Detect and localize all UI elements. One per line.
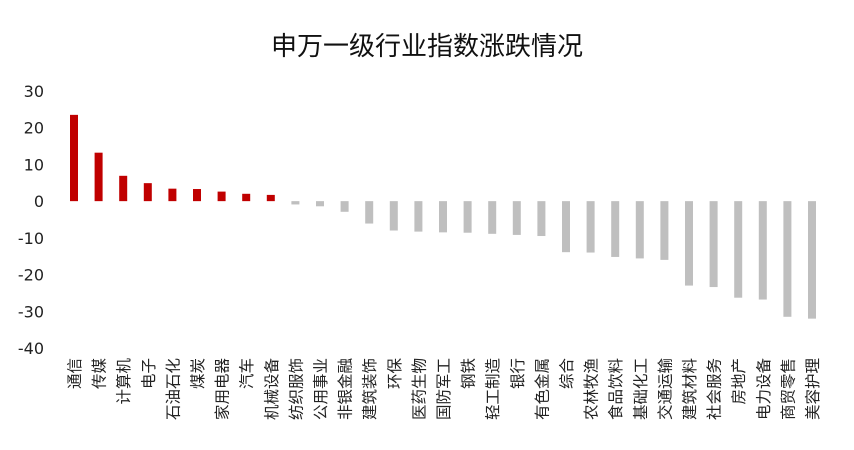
bar-有色金属 xyxy=(537,201,546,237)
bar-公用事业 xyxy=(316,201,324,207)
x-tick-label: 医药生物 xyxy=(410,358,428,420)
x-tick-label: 有色金属 xyxy=(533,358,551,420)
x-axis: 通信 传媒 计算机 电子 石油石化 煤炭 家用电器 汽车 机械设备 纺织服饰 公用事业 非银金融 建筑装… xyxy=(66,358,822,421)
bar-汽车 xyxy=(242,193,251,202)
y-tick-label: -20 xyxy=(18,266,44,285)
x-tick-label: 商贸零售 xyxy=(779,358,797,420)
x-tick-label: 电子 xyxy=(140,358,158,389)
bar-商贸零售 xyxy=(783,201,792,317)
bar-美容护理 xyxy=(808,201,816,319)
bar-房地产 xyxy=(734,201,743,298)
x-tick-label: 环保 xyxy=(386,358,404,390)
bar-石油石化 xyxy=(168,188,177,202)
bar-轻工制造 xyxy=(488,201,497,234)
x-tick-label: 建筑材料 xyxy=(681,358,699,420)
x-tick-label: 公用事业 xyxy=(312,358,330,420)
bar-通信 xyxy=(70,114,78,202)
x-tick-label: 家用电器 xyxy=(214,358,232,421)
y-tick-label: 30 xyxy=(24,82,44,101)
x-tick-label: 食品饮料 xyxy=(607,358,625,420)
bar-机械设备 xyxy=(266,194,275,202)
bar-基础化工 xyxy=(635,201,644,259)
bar-电力设备 xyxy=(758,201,767,300)
x-tick-label: 煤炭 xyxy=(189,358,207,389)
bar-钢铁 xyxy=(463,201,472,233)
y-tick-label: -40 xyxy=(18,339,44,358)
bars xyxy=(70,114,816,319)
x-tick-label: 银行 xyxy=(509,358,527,389)
x-tick-label: 轻工制造 xyxy=(484,358,502,421)
y-axis: 30 20 10 0 -10 -20 -30 -40 xyxy=(18,82,44,358)
bar-电子 xyxy=(143,183,152,202)
y-tick-label: 0 xyxy=(34,192,44,211)
bar-家用电器 xyxy=(217,191,226,202)
x-tick-label: 汽车 xyxy=(238,358,256,389)
bar-传媒 xyxy=(94,152,103,202)
y-tick-label: 20 xyxy=(24,119,44,138)
bar-银行 xyxy=(512,201,521,235)
x-tick-label: 电力设备 xyxy=(755,358,773,421)
x-tick-label: 石油石化 xyxy=(164,358,182,420)
bar-建筑装饰 xyxy=(365,201,374,224)
y-tick-label: 10 xyxy=(24,155,44,174)
y-tick-label: -10 xyxy=(18,229,44,248)
bar-国防军工 xyxy=(439,201,447,233)
x-tick-label: 基础化工 xyxy=(632,358,650,420)
chart-title: 申万一级行业指数涨跌情况 xyxy=(271,32,583,62)
x-tick-label: 钢铁 xyxy=(460,358,478,389)
bar-非银金融 xyxy=(340,201,349,212)
bar-环保 xyxy=(389,201,398,231)
bar-社会服务 xyxy=(709,201,718,288)
x-tick-label: 房地产 xyxy=(730,358,748,405)
bar-纺织服饰 xyxy=(291,201,300,205)
bar-煤炭 xyxy=(193,189,201,202)
x-tick-label: 美容护理 xyxy=(804,358,822,420)
bar-农林牧渔 xyxy=(586,201,595,253)
x-tick-label: 农林牧渔 xyxy=(583,358,601,420)
bar-交通运输 xyxy=(660,201,669,260)
y-tick-label: -30 xyxy=(18,302,44,321)
bar-建筑材料 xyxy=(685,201,693,286)
x-tick-label: 国防军工 xyxy=(435,358,453,420)
x-tick-label: 非银金融 xyxy=(337,358,355,420)
x-tick-label: 社会服务 xyxy=(706,358,724,420)
x-tick-label: 综合 xyxy=(558,358,576,390)
bar-医药生物 xyxy=(414,201,423,232)
x-tick-label: 交通运输 xyxy=(656,358,674,421)
x-tick-label: 机械设备 xyxy=(263,358,281,421)
bar-综合 xyxy=(562,201,570,253)
bar-食品饮料 xyxy=(611,201,620,257)
bar-计算机 xyxy=(119,175,128,202)
x-tick-label: 通信 xyxy=(66,358,84,389)
x-tick-label: 建筑装饰 xyxy=(361,358,379,420)
x-tick-label: 计算机 xyxy=(114,358,133,405)
x-tick-label: 纺织服饰 xyxy=(287,358,305,420)
x-tick-label: 传媒 xyxy=(91,358,109,390)
